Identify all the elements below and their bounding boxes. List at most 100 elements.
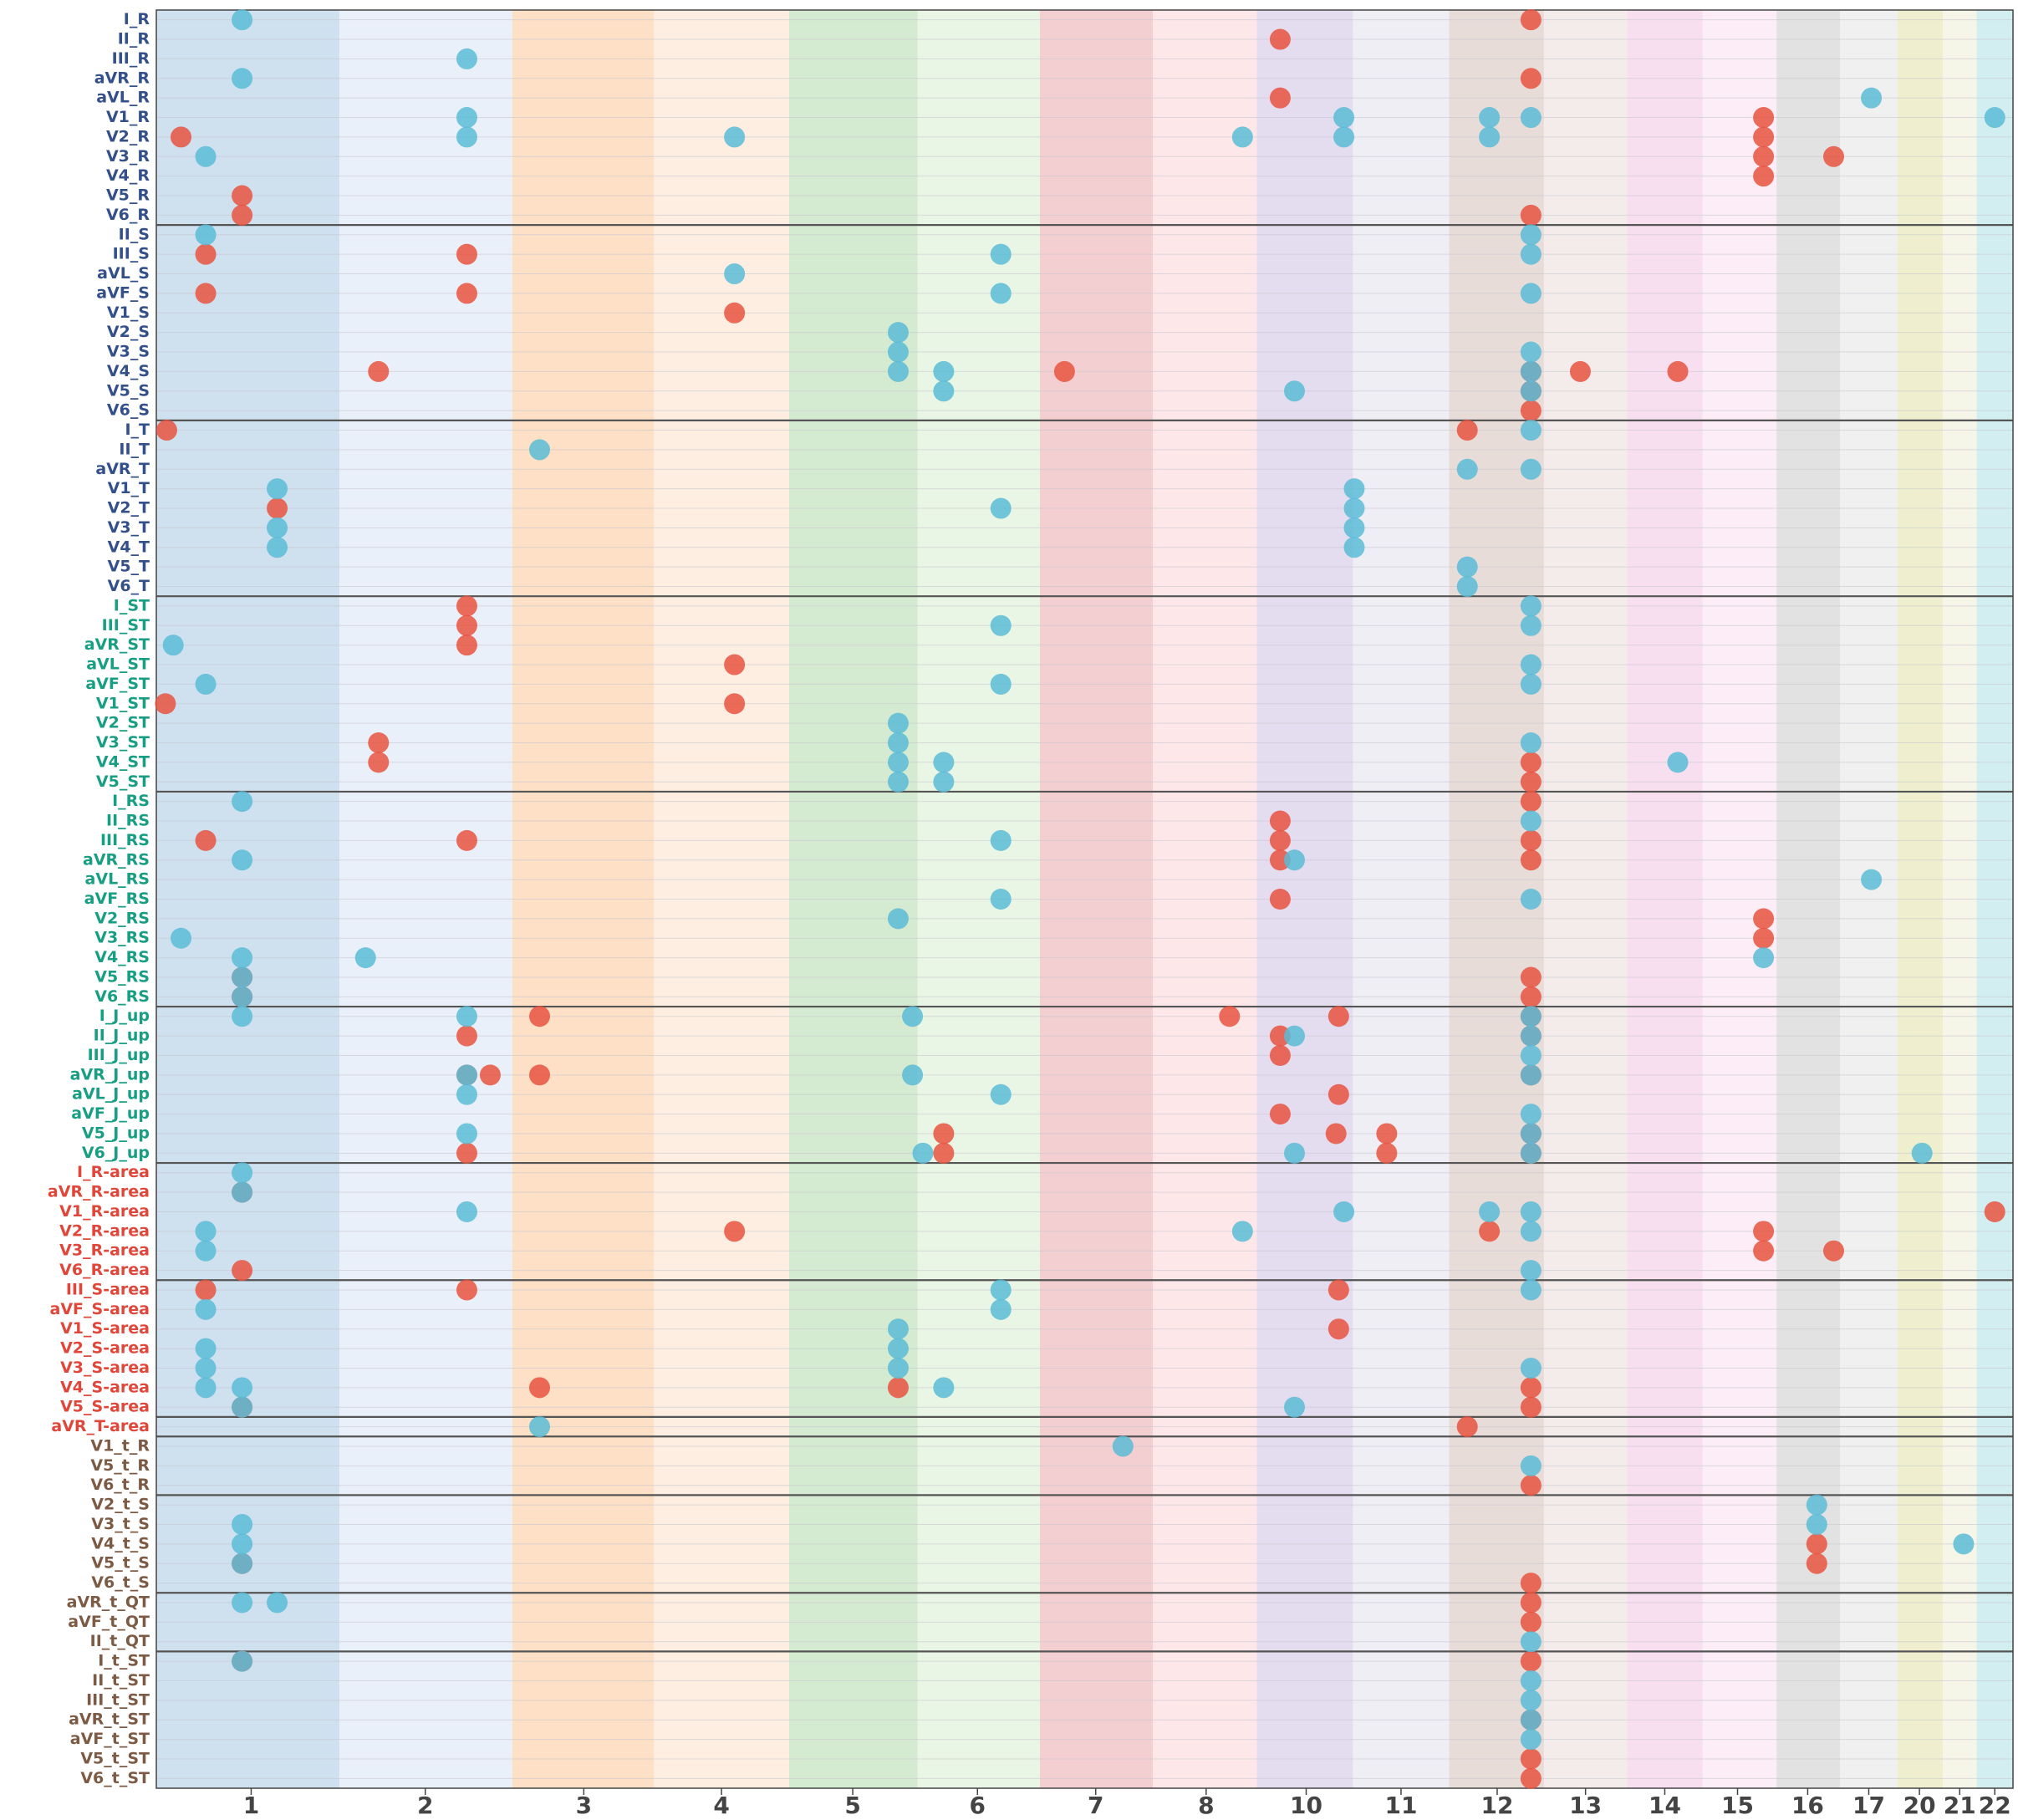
point: [456, 635, 477, 656]
point: [1667, 752, 1689, 773]
y-tick-label: III_S-area: [66, 1280, 150, 1298]
point: [1231, 1221, 1253, 1242]
y-tick-label: V6_t_ST: [80, 1769, 150, 1787]
point: [195, 1240, 217, 1262]
point: [195, 224, 217, 246]
y-tick-label: V2_t_S: [91, 1496, 150, 1514]
x-tick-label: 13: [1569, 1792, 1602, 1819]
y-tick-label: V1_R: [106, 108, 150, 126]
point: [1333, 107, 1355, 129]
point: [887, 732, 909, 754]
point: [1327, 1318, 1349, 1340]
point: [1984, 1201, 2005, 1222]
point: [1269, 849, 1291, 871]
point: [1806, 1552, 1827, 1574]
point: [232, 849, 253, 871]
point: [232, 1650, 253, 1672]
y-tick-label: aVR_ST: [84, 635, 150, 654]
y-tick-label: aVF_t_QT: [68, 1613, 150, 1631]
y-tick-label: aVF_t_ST: [70, 1730, 150, 1748]
y-tick-label: V5_S-area: [60, 1398, 150, 1416]
point: [1376, 1142, 1398, 1164]
point: [887, 908, 909, 930]
point: [1520, 810, 1542, 832]
y-tick-label: aVR_t_QT: [67, 1593, 150, 1611]
point: [1520, 1260, 1542, 1282]
y-tick-label: V2_R: [106, 127, 150, 145]
y-tick-label: aVR_J_up: [70, 1065, 150, 1083]
point: [232, 1396, 253, 1418]
point: [1269, 87, 1291, 109]
y-tick-label: V6_RS: [94, 987, 150, 1006]
point: [1753, 107, 1775, 129]
y-tick-label: V5_t_ST: [80, 1749, 150, 1767]
point: [456, 126, 477, 148]
point: [1284, 849, 1306, 871]
point: [195, 1338, 217, 1359]
point: [1911, 1142, 1933, 1164]
y-tick-label: V5_T: [108, 558, 150, 576]
point: [232, 1006, 253, 1027]
point: [456, 1083, 477, 1105]
y-tick-label: aVL_R: [96, 89, 150, 107]
y-tick-label: III_J_up: [88, 1046, 150, 1064]
point: [933, 1377, 955, 1399]
y-tick-label: V6_J_up: [82, 1144, 150, 1162]
y-tick-label: II_RS: [106, 812, 150, 830]
x-tick-label: 3: [576, 1792, 592, 1819]
point: [1456, 458, 1478, 480]
point: [1520, 1475, 1542, 1496]
point: [1520, 224, 1542, 246]
point: [1333, 1201, 1355, 1222]
y-tick-label: V4_ST: [96, 752, 150, 771]
x-tick-label: 2: [417, 1792, 433, 1819]
point: [1269, 1104, 1291, 1125]
point: [195, 145, 217, 167]
y-tick-label: I_R: [124, 10, 150, 28]
point: [1269, 1025, 1291, 1047]
y-tick-label: aVR_T-area: [51, 1417, 150, 1435]
y-tick-label: V4_T: [108, 538, 150, 556]
point: [267, 517, 288, 538]
point: [232, 966, 253, 988]
point: [887, 1318, 909, 1340]
point: [1806, 1513, 1827, 1535]
y-tick-label: V3_t_S: [91, 1515, 150, 1533]
point: [1456, 1416, 1478, 1438]
y-tick-label: V5_S: [107, 381, 150, 400]
y-tick-label: V6_R: [106, 206, 150, 224]
point: [1520, 889, 1542, 910]
point: [1953, 1533, 1975, 1555]
y-tick-label: III_ST: [102, 616, 150, 635]
point: [724, 263, 746, 285]
point: [912, 1142, 934, 1164]
x-tick-label: 7: [1088, 1792, 1103, 1819]
point: [1753, 927, 1775, 949]
x-tick-label: 1: [243, 1792, 259, 1819]
point: [1284, 380, 1306, 402]
point: [724, 693, 746, 715]
y-tick-label: V3_T: [108, 518, 150, 537]
point: [195, 1357, 217, 1379]
point: [1520, 614, 1542, 636]
point: [528, 1377, 550, 1399]
point: [887, 1338, 909, 1359]
point: [1520, 1690, 1542, 1711]
point: [267, 478, 288, 500]
y-tick-label: V6_t_S: [91, 1573, 150, 1592]
point: [1520, 1592, 1542, 1614]
point: [1479, 1201, 1501, 1222]
y-tick-label: V3_R-area: [59, 1241, 150, 1260]
point: [354, 947, 376, 969]
x-tick-label: 14: [1649, 1792, 1681, 1819]
point: [232, 1181, 253, 1203]
point: [1343, 517, 1365, 538]
point: [990, 243, 1012, 265]
point: [368, 360, 390, 382]
y-tick-label: V4_S: [107, 362, 150, 380]
point: [1753, 166, 1775, 187]
point: [1520, 1201, 1542, 1222]
point: [267, 1592, 288, 1614]
y-tick-label: V5_R: [106, 186, 150, 205]
point: [1284, 1025, 1306, 1047]
